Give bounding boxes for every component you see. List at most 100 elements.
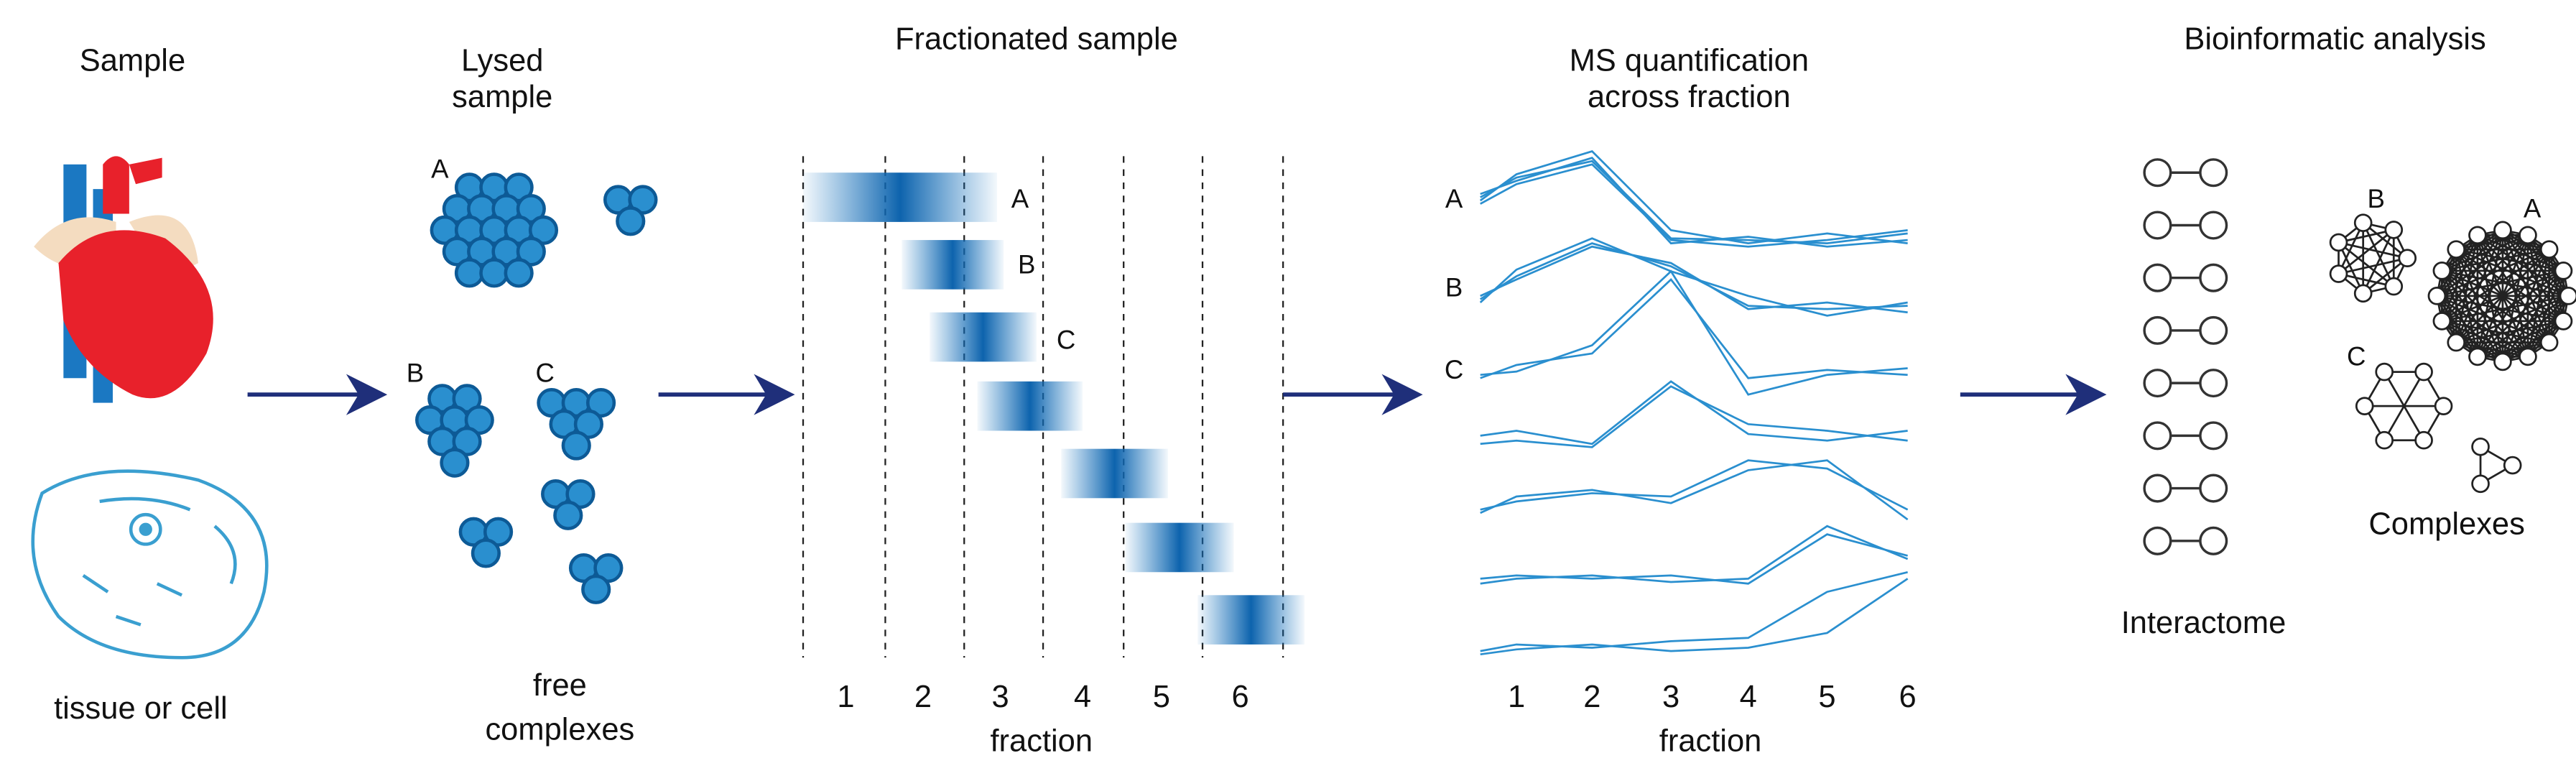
protein-node (2143, 158, 2172, 188)
protein-band (902, 240, 1004, 290)
network-label: A (2524, 194, 2542, 223)
complex-label: A (431, 154, 449, 184)
profile-line (1480, 277, 1908, 379)
network-edge (2502, 320, 2565, 363)
network-edge (2338, 241, 2408, 259)
panel-caption: Complexes (2368, 507, 2524, 542)
network-node (2432, 262, 2452, 280)
protein-node (2199, 474, 2228, 503)
network-node (2329, 233, 2348, 252)
protein (628, 185, 658, 215)
network-node (2554, 312, 2573, 331)
elution-profiles (1479, 149, 1909, 656)
protein-band (1125, 522, 1234, 573)
network-edge (2441, 229, 2504, 322)
fraction-number: 2 (1583, 680, 1600, 714)
network-edge (2338, 241, 2364, 294)
profile-line (1480, 160, 1908, 245)
protein (504, 258, 534, 288)
profile-line (1480, 571, 1908, 652)
protein-node (2199, 211, 2228, 240)
profile-line (1480, 269, 1908, 396)
network-edge (2477, 341, 2549, 358)
protein-node (2143, 263, 2172, 292)
network-node (2375, 362, 2394, 382)
network-edge (2441, 234, 2529, 272)
protein (565, 479, 596, 509)
panel-title: sample (452, 80, 552, 114)
network-node (2414, 430, 2433, 450)
network-edge (2441, 270, 2457, 343)
fraction-gel (802, 156, 1305, 658)
network-edge (2436, 234, 2529, 297)
protein-clusters (415, 172, 658, 604)
fraction-number: 3 (991, 680, 1009, 714)
network-edge (2526, 295, 2570, 358)
network-edge (2383, 371, 2425, 441)
protein-node (2143, 526, 2172, 555)
network-edge (2548, 249, 2565, 322)
network-node (2353, 284, 2373, 303)
network-edge (2441, 320, 2503, 363)
profile-line (1480, 163, 1908, 248)
fraction-number: 2 (914, 680, 932, 714)
fraction-number: 1 (837, 680, 854, 714)
protein (573, 409, 603, 439)
network-node (2471, 474, 2490, 494)
network-edge (2338, 228, 2394, 244)
protein-band (1061, 448, 1168, 499)
protein (454, 258, 485, 288)
profile-line (1480, 459, 1909, 521)
network-node (2414, 362, 2433, 382)
network-node (2355, 397, 2374, 415)
protein-band (803, 172, 997, 222)
network-node (2468, 226, 2487, 245)
profile-label: B (1445, 272, 1463, 302)
protein-node (2199, 263, 2228, 292)
network-edge (2501, 249, 2550, 362)
network-node (2519, 226, 2537, 245)
protein-node (2143, 474, 2172, 503)
fraction-number: 3 (1662, 680, 1680, 714)
protein (464, 405, 494, 435)
network-edge (2362, 222, 2395, 287)
protein-band (930, 312, 1037, 362)
panel-title: Lysed (461, 43, 543, 78)
network-edge (2362, 222, 2409, 259)
heart-icon (34, 156, 213, 403)
profile-line (1480, 385, 1908, 448)
network-edge (2526, 270, 2565, 357)
protein (593, 553, 624, 583)
panel-title: Bioinformatic analysis (2184, 22, 2485, 57)
network-node (2519, 347, 2537, 366)
protein-node (2199, 421, 2228, 451)
network-edge (2455, 269, 2565, 343)
network-edge (2338, 272, 2394, 287)
network-edge (2437, 269, 2564, 297)
fraction-number: 6 (1899, 680, 1917, 714)
profile-label: A (1445, 184, 1463, 213)
protein (516, 194, 546, 224)
panel-caption: Interactome (2121, 606, 2287, 640)
profile-line (1480, 533, 1908, 585)
network-node (2447, 240, 2466, 259)
profile-line (1480, 578, 1909, 656)
protein-node (2199, 526, 2228, 555)
panel-caption: complexes (485, 713, 634, 747)
protein (616, 206, 646, 236)
profile-line (1480, 380, 1908, 445)
network-edge (2548, 270, 2565, 343)
profile-label: C (1445, 355, 1463, 384)
network-node (2493, 352, 2512, 371)
panel-title: Sample (80, 43, 185, 78)
network-edge (2338, 228, 2395, 275)
protein-node (2143, 211, 2172, 240)
network-edge (2441, 249, 2457, 322)
network-edge (2455, 341, 2529, 358)
interactome-pairs (2143, 158, 2228, 555)
fraction-number: 4 (1074, 680, 1091, 714)
network-node (2434, 397, 2453, 415)
protein (585, 388, 616, 418)
network-edge (2362, 257, 2409, 295)
